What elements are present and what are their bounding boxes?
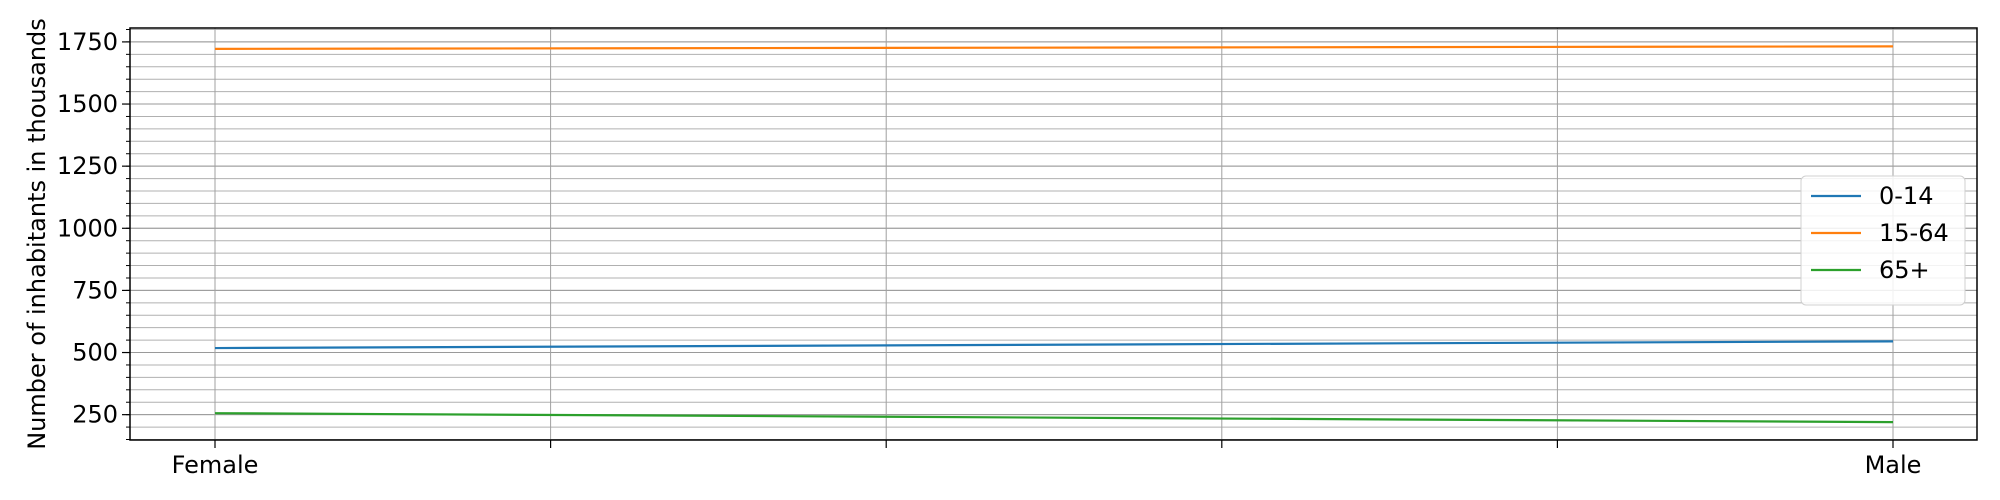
- y-tick-label: 750: [72, 276, 118, 304]
- y-tick-label: 500: [72, 339, 118, 367]
- x-tick-label: Male: [1865, 451, 1922, 479]
- major-gridlines: [130, 28, 1977, 440]
- legend-label: 15-64: [1879, 219, 1949, 247]
- legend-label: 0-14: [1879, 182, 1933, 210]
- y-tick-label: 1750: [57, 28, 118, 56]
- plot-frame: [129, 27, 1978, 441]
- series-line-65+: [214, 412, 1894, 424]
- series-lines: [214, 45, 1894, 424]
- y-tick-label: 1000: [57, 214, 118, 242]
- y-tick-label: 250: [72, 401, 118, 429]
- legend: 0-14 15-64 65+: [1800, 175, 1966, 306]
- y-axis: 250 500 750 1000 1250 1500 1750: [57, 28, 130, 441]
- y-axis-title: Number of inhabitants in thousands: [23, 18, 51, 450]
- legend-box: [1800, 175, 1966, 306]
- series-line-0-14: [214, 340, 1894, 350]
- x-tick-label: Female: [172, 451, 259, 479]
- series-line-15-64: [214, 45, 1894, 50]
- y-tick-label: 1500: [57, 90, 118, 118]
- minor-gridlines: [130, 28, 1977, 441]
- x-axis: Female Male: [172, 440, 1922, 479]
- y-tick-label: 1250: [57, 152, 118, 180]
- legend-label: 65+: [1879, 256, 1930, 284]
